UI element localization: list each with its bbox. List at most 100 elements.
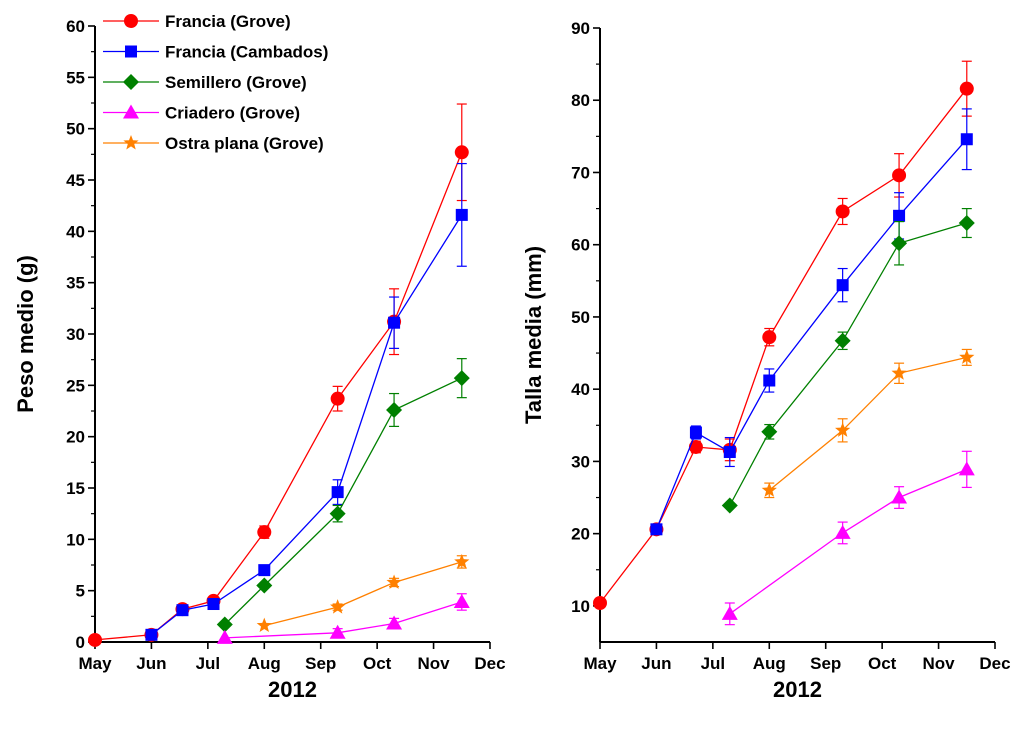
data-point (960, 133, 973, 146)
y-tick-label: 40 (571, 380, 590, 399)
data-point (721, 497, 738, 514)
data-point (891, 365, 907, 380)
x-tick-label: Aug (753, 654, 786, 673)
data-point (256, 577, 273, 594)
x-tick-label: Sep (305, 654, 336, 673)
data-point (892, 168, 907, 183)
data-point (958, 461, 975, 476)
series-line (768, 356, 967, 491)
y-tick-label: 40 (66, 222, 85, 241)
data-point (453, 370, 470, 387)
data-point (835, 422, 851, 437)
data-point (386, 615, 403, 630)
series-line (94, 152, 463, 641)
y-tick-label: 10 (571, 597, 590, 616)
data-point (176, 604, 189, 617)
data-point (762, 330, 777, 345)
x-axis-title: 2012 (268, 677, 317, 702)
x-tick-label: Oct (363, 654, 392, 673)
data-point (330, 599, 346, 614)
series-line (150, 214, 463, 636)
y-axis-title: Talla media (mm) (521, 246, 546, 424)
y-tick-label: 60 (571, 236, 590, 255)
data-point (763, 374, 776, 387)
data-point (836, 279, 849, 292)
data-point (834, 524, 851, 539)
data-point (721, 605, 738, 620)
x-axis-title: 2012 (773, 677, 822, 702)
legend-marker (123, 135, 139, 150)
series-francia-grove (593, 60, 974, 610)
legend-item-criadero-grove: Criadero (Grove) (103, 104, 300, 123)
y-axis-title: Peso medio (g) (13, 255, 38, 413)
x-tick-label: Oct (868, 654, 897, 673)
series-line (729, 468, 968, 615)
x-tick-label: May (78, 654, 112, 673)
data-point (689, 426, 702, 439)
y-tick-label: 55 (66, 68, 85, 87)
data-point (216, 616, 233, 633)
series-criadero-grove (216, 593, 470, 644)
legend-label: Ostra plana (Grove) (165, 134, 324, 153)
x-tick-label: Jun (136, 654, 166, 673)
data-point (959, 81, 974, 96)
y-tick-label: 0 (76, 633, 85, 652)
legend-label: Francia (Grove) (165, 12, 291, 31)
data-point (454, 553, 470, 569)
y-tick-label: 70 (571, 163, 590, 182)
data-point (835, 204, 850, 219)
data-point (329, 624, 346, 639)
y-tick-label: 5 (76, 582, 85, 601)
data-point (331, 486, 344, 499)
data-point (893, 209, 906, 222)
series-line (264, 561, 462, 627)
series-francia-grove (88, 103, 469, 647)
data-point (258, 564, 271, 577)
data-point (453, 593, 470, 608)
data-point (455, 208, 468, 221)
data-point (216, 629, 233, 644)
data-point (88, 632, 102, 647)
y-tick-label: 30 (571, 452, 590, 471)
data-point (207, 598, 220, 611)
legend-marker (125, 45, 137, 58)
y-tick-label: 30 (66, 325, 85, 344)
data-point (329, 505, 346, 522)
x-tick-label: Nov (418, 654, 451, 673)
data-point (386, 574, 402, 589)
series-francia-cambados (145, 162, 468, 641)
series-line (224, 601, 462, 639)
legend-item-semillero-grove: Semillero (Grove) (103, 73, 307, 92)
legend-item-francia-cambados: Francia (Cambados) (103, 43, 328, 62)
data-point (386, 401, 403, 418)
y-tick-label: 80 (571, 91, 590, 110)
y-tick-label: 50 (571, 308, 590, 327)
series-line (729, 222, 967, 506)
y-tick-label: 90 (571, 19, 590, 38)
data-point (958, 215, 975, 232)
series-line (599, 88, 968, 604)
legend-label: Francia (Cambados) (165, 43, 328, 62)
series-ostra-plana-grove (761, 348, 975, 499)
series-francia-cambados (650, 108, 973, 536)
data-point (650, 523, 663, 536)
x-tick-label: Jul (196, 654, 221, 673)
y-tick-label: 10 (66, 530, 85, 549)
x-tick-label: Jul (701, 654, 726, 673)
legend-label: Semillero (Grove) (165, 73, 307, 92)
data-point (834, 332, 851, 349)
legend-marker (123, 74, 139, 90)
data-point (891, 489, 908, 504)
data-point (761, 482, 777, 497)
y-tick-label: 20 (571, 525, 590, 544)
chart-panel-talla-media: 10 20 30 40 50 60 70 80 90 May Jun Jul Aug Sep Oct Nov D… (521, 19, 1011, 702)
data-point (761, 423, 778, 440)
y-tick-label: 50 (66, 120, 85, 139)
data-point (257, 525, 272, 540)
data-point (330, 391, 345, 406)
data-point (145, 628, 158, 641)
x-tick-label: May (583, 654, 617, 673)
x-tick-label: Aug (248, 654, 281, 673)
legend-label: Criadero (Grove) (165, 104, 300, 123)
